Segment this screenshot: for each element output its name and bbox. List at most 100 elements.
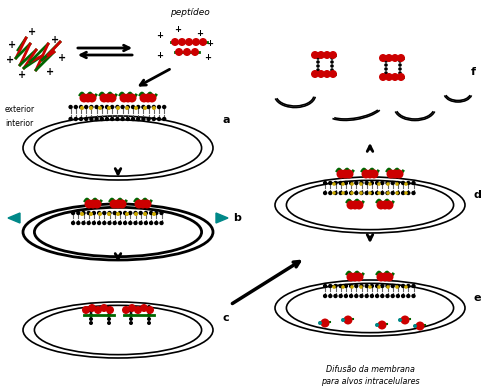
Circle shape bbox=[385, 181, 390, 185]
Text: +: + bbox=[58, 53, 66, 63]
Circle shape bbox=[141, 117, 146, 121]
Circle shape bbox=[311, 51, 319, 59]
Circle shape bbox=[110, 117, 114, 121]
Circle shape bbox=[343, 316, 352, 325]
Circle shape bbox=[116, 212, 120, 216]
Circle shape bbox=[391, 54, 399, 62]
Circle shape bbox=[386, 285, 390, 289]
Circle shape bbox=[329, 70, 337, 78]
Circle shape bbox=[349, 181, 353, 185]
Circle shape bbox=[89, 105, 94, 109]
Circle shape bbox=[380, 191, 385, 195]
Circle shape bbox=[379, 73, 387, 81]
Circle shape bbox=[144, 211, 148, 215]
Circle shape bbox=[154, 221, 158, 225]
Circle shape bbox=[354, 273, 364, 282]
Circle shape bbox=[380, 284, 385, 288]
Circle shape bbox=[368, 182, 372, 186]
Circle shape bbox=[147, 309, 151, 313]
Circle shape bbox=[386, 191, 390, 195]
Circle shape bbox=[157, 117, 161, 121]
Text: d: d bbox=[473, 190, 481, 200]
Circle shape bbox=[330, 56, 334, 60]
Circle shape bbox=[411, 181, 416, 185]
Circle shape bbox=[332, 285, 336, 289]
Circle shape bbox=[318, 321, 322, 325]
Circle shape bbox=[129, 321, 133, 325]
Circle shape bbox=[330, 52, 334, 56]
Text: +: + bbox=[156, 50, 164, 59]
Polygon shape bbox=[8, 213, 20, 223]
Circle shape bbox=[84, 117, 88, 121]
Circle shape bbox=[74, 105, 78, 109]
Circle shape bbox=[144, 221, 148, 225]
Text: c: c bbox=[222, 313, 229, 323]
Circle shape bbox=[140, 93, 148, 102]
Circle shape bbox=[71, 211, 75, 215]
Text: +: + bbox=[174, 25, 181, 34]
Circle shape bbox=[89, 321, 93, 325]
Circle shape bbox=[89, 117, 94, 121]
Circle shape bbox=[398, 318, 402, 322]
Circle shape bbox=[404, 191, 408, 195]
Circle shape bbox=[391, 294, 395, 298]
Circle shape bbox=[323, 181, 327, 185]
Circle shape bbox=[149, 211, 153, 215]
Circle shape bbox=[416, 321, 424, 330]
Circle shape bbox=[359, 191, 363, 195]
Circle shape bbox=[362, 170, 370, 179]
Circle shape bbox=[385, 73, 393, 81]
Circle shape bbox=[128, 211, 132, 215]
Text: e: e bbox=[473, 293, 481, 303]
Circle shape bbox=[136, 105, 141, 109]
Circle shape bbox=[125, 212, 129, 216]
Circle shape bbox=[328, 181, 333, 185]
Circle shape bbox=[115, 117, 120, 121]
Circle shape bbox=[369, 170, 378, 179]
Circle shape bbox=[178, 38, 186, 46]
Circle shape bbox=[346, 201, 356, 210]
Circle shape bbox=[125, 117, 130, 121]
Circle shape bbox=[359, 181, 364, 185]
Circle shape bbox=[152, 106, 156, 110]
Text: peptídeo: peptídeo bbox=[170, 8, 210, 17]
Circle shape bbox=[123, 221, 127, 225]
Circle shape bbox=[115, 105, 120, 109]
Circle shape bbox=[107, 317, 111, 321]
Circle shape bbox=[118, 199, 126, 208]
Circle shape bbox=[118, 211, 122, 215]
Circle shape bbox=[107, 221, 112, 225]
Circle shape bbox=[151, 105, 156, 109]
Circle shape bbox=[385, 201, 393, 210]
Text: +: + bbox=[8, 40, 16, 50]
Circle shape bbox=[328, 191, 333, 195]
Text: +: + bbox=[156, 30, 164, 39]
Circle shape bbox=[386, 182, 390, 186]
Circle shape bbox=[365, 294, 369, 298]
Circle shape bbox=[406, 294, 411, 298]
Circle shape bbox=[139, 211, 143, 215]
Circle shape bbox=[99, 105, 104, 109]
Circle shape bbox=[151, 117, 156, 121]
Circle shape bbox=[80, 106, 84, 110]
Text: +: + bbox=[28, 27, 36, 37]
Circle shape bbox=[365, 191, 369, 195]
Circle shape bbox=[121, 117, 125, 121]
Text: f: f bbox=[471, 67, 476, 77]
Circle shape bbox=[183, 48, 191, 56]
Text: b: b bbox=[233, 213, 241, 223]
Circle shape bbox=[317, 70, 325, 78]
Circle shape bbox=[316, 52, 320, 56]
Text: exterior: exterior bbox=[5, 106, 35, 115]
Circle shape bbox=[384, 55, 388, 59]
Circle shape bbox=[136, 117, 141, 121]
Circle shape bbox=[339, 284, 343, 288]
Circle shape bbox=[404, 285, 408, 289]
Circle shape bbox=[133, 221, 138, 225]
Circle shape bbox=[369, 294, 374, 298]
Circle shape bbox=[369, 181, 374, 185]
Circle shape bbox=[114, 199, 122, 208]
Circle shape bbox=[69, 105, 73, 109]
Text: +: + bbox=[51, 35, 59, 45]
Circle shape bbox=[316, 68, 320, 72]
